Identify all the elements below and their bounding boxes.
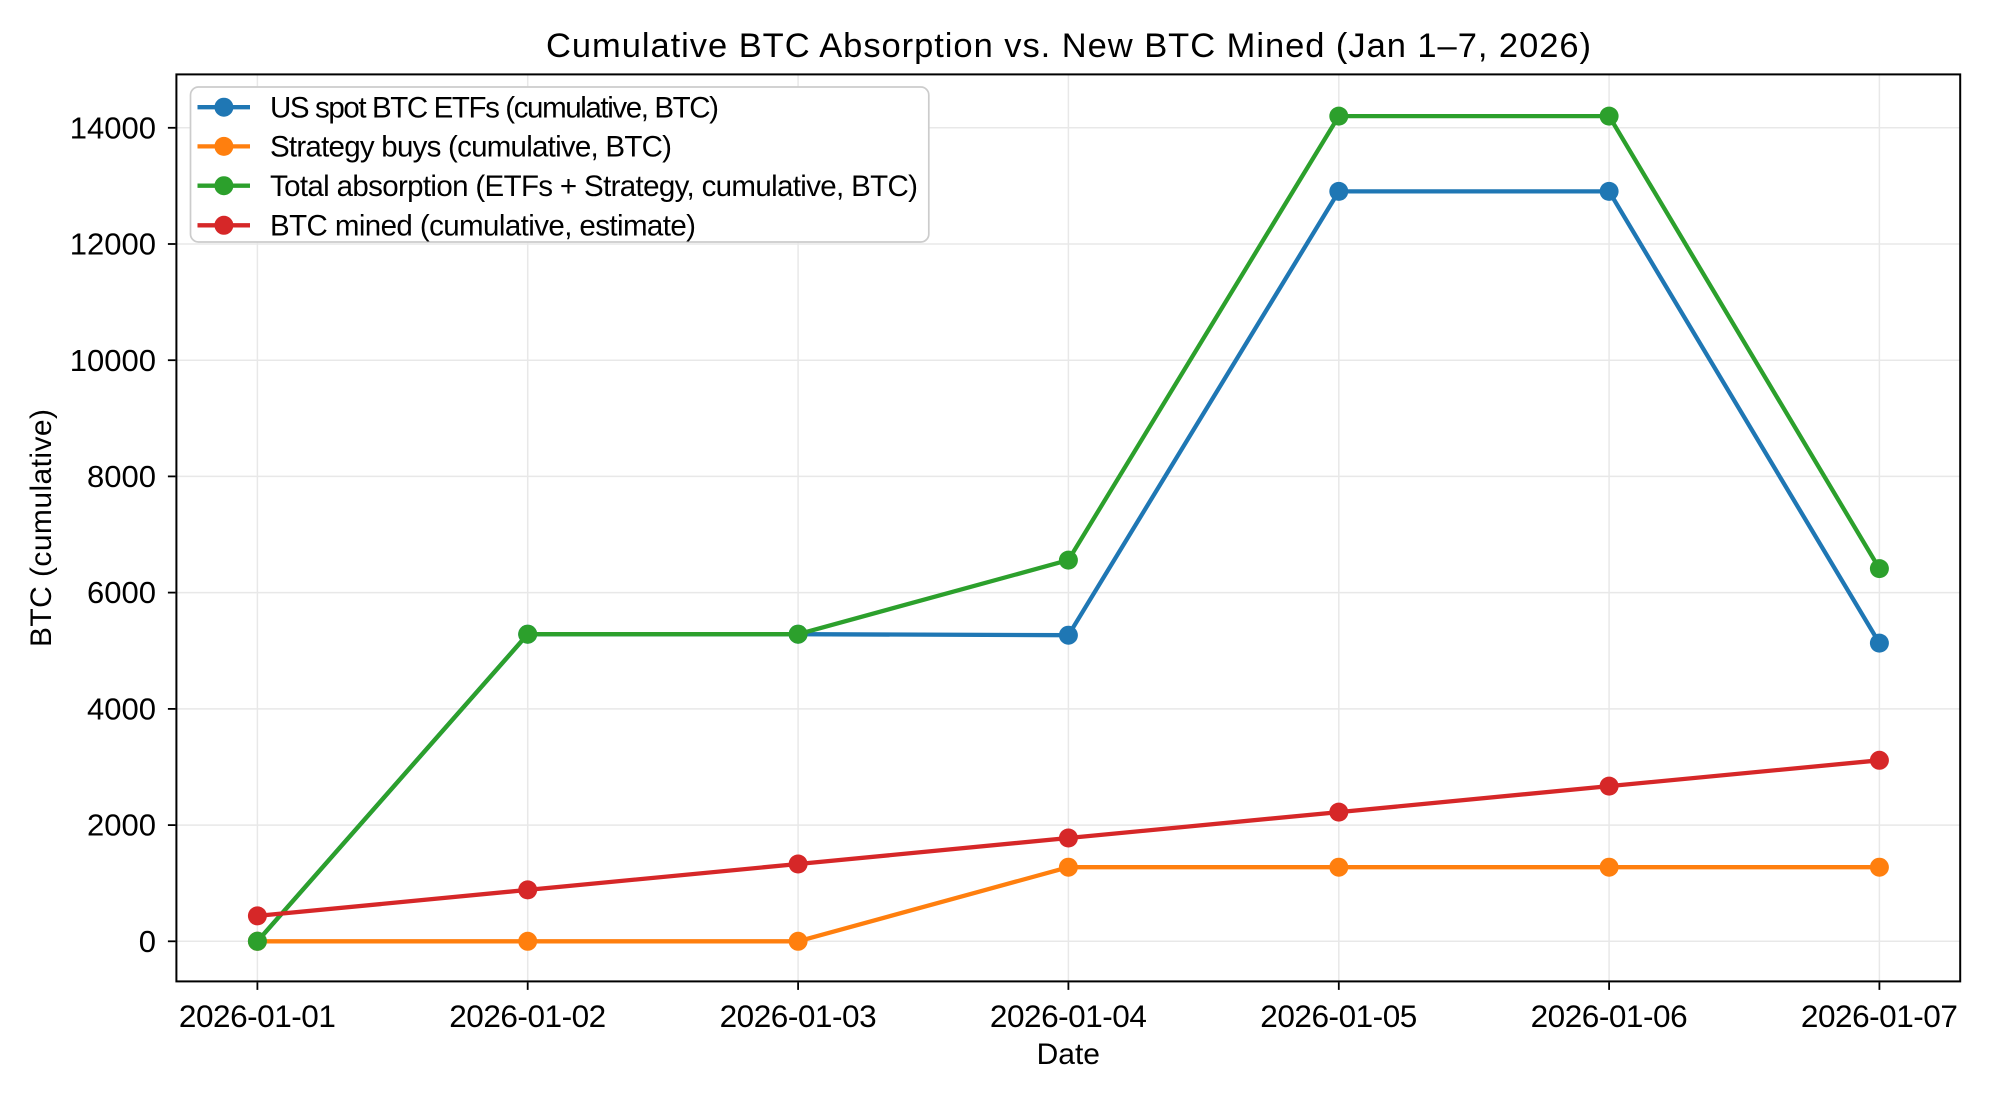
svg-text:2026-01-02: 2026-01-02 xyxy=(449,998,606,1034)
svg-text:14000: 14000 xyxy=(70,110,156,145)
svg-text:4000: 4000 xyxy=(87,692,156,727)
svg-text:2026-01-07: 2026-01-07 xyxy=(1801,998,1958,1034)
svg-text:Strategy buys (cumulative, BTC: Strategy buys (cumulative, BTC) xyxy=(270,131,672,164)
svg-text:US spot BTC ETFs (cumulative,: US spot BTC ETFs (cumulative, BTC) xyxy=(270,92,719,125)
svg-text:2026-01-05: 2026-01-05 xyxy=(1260,998,1417,1034)
svg-text:BTC (cumulative): BTC (cumulative) xyxy=(25,409,58,647)
svg-text:10000: 10000 xyxy=(70,343,156,378)
svg-text:8000: 8000 xyxy=(87,459,156,494)
svg-text:6000: 6000 xyxy=(87,575,156,610)
svg-text:2000: 2000 xyxy=(87,808,156,843)
svg-text:2026-01-01: 2026-01-01 xyxy=(179,998,336,1034)
svg-text:BTC mined (cumulative, estimat: BTC mined (cumulative, estimate) xyxy=(270,210,696,243)
svg-text:2026-01-03: 2026-01-03 xyxy=(720,998,877,1034)
svg-text:12000: 12000 xyxy=(70,227,156,262)
svg-text:Cumulative BTC Absorption vs.: Cumulative BTC Absorption vs. New BTC Mi… xyxy=(546,27,1591,65)
svg-text:Total absorption (ETFs + Strat: Total absorption (ETFs + Strategy, cumul… xyxy=(270,170,918,203)
svg-text:2026-01-04: 2026-01-04 xyxy=(990,998,1147,1034)
svg-text:Date: Date xyxy=(1037,1038,1100,1071)
svg-text:0: 0 xyxy=(139,924,156,959)
svg-text:2026-01-06: 2026-01-06 xyxy=(1531,998,1688,1034)
